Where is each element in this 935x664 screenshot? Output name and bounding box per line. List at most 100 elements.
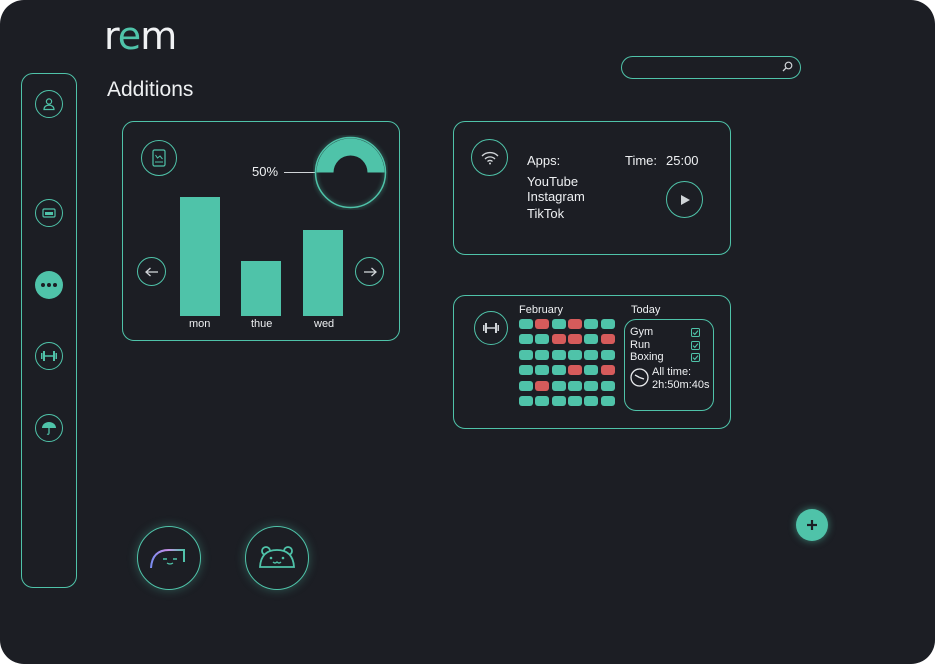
calendar-day-cell[interactable] — [551, 380, 566, 391]
today-item-gym: Gym — [630, 326, 654, 338]
today-label: Today — [631, 304, 661, 316]
previous-button[interactable] — [137, 257, 166, 286]
calendar-day-cell[interactable] — [584, 334, 599, 345]
add-button[interactable] — [796, 509, 828, 541]
time-label: Time: — [625, 153, 658, 168]
calendar-day-cell[interactable] — [567, 365, 582, 376]
calendar-day-cell[interactable] — [600, 365, 615, 376]
play-button[interactable] — [666, 181, 703, 218]
chart-bar-thue — [241, 261, 281, 316]
sidebar-item-card[interactable] — [35, 199, 63, 227]
progress-ring — [314, 136, 387, 209]
calendar-day-cell[interactable] — [551, 319, 566, 329]
page-title: Additions — [107, 78, 194, 101]
search-input[interactable] — [632, 59, 786, 77]
calendar-day-cell[interactable] — [567, 349, 582, 360]
calendar-day-cell[interactable] — [584, 396, 599, 406]
profile-icon — [43, 98, 55, 111]
stats-card: 50% mon thue wed — [122, 121, 400, 341]
progress-percent-label: 50% — [252, 164, 279, 179]
calendar-day-cell[interactable] — [584, 365, 599, 376]
sidebar-item-weather[interactable] — [35, 414, 63, 442]
calendar-day-cell[interactable] — [535, 319, 550, 329]
habit-card: February Today Gym Run Boxing All time: … — [453, 295, 731, 429]
run-checkbox[interactable] — [691, 341, 700, 350]
bar-label-thue: thue — [251, 318, 273, 330]
arrow-right-icon — [363, 267, 377, 276]
chart-bar-mon — [180, 197, 220, 316]
habit-card-icon-button[interactable] — [474, 311, 508, 345]
clock-icon — [630, 368, 649, 387]
sidebar — [21, 73, 77, 588]
calendar-day-cell[interactable] — [535, 365, 550, 376]
play-icon — [680, 194, 690, 205]
calendar-day-cell[interactable] — [600, 334, 615, 345]
sleepy-face-button[interactable] — [137, 526, 201, 590]
app-logo: rem — [104, 14, 177, 58]
calendar-day-cell[interactable] — [535, 396, 550, 406]
calendar-day-cell[interactable] — [567, 319, 582, 329]
sidebar-item-workout[interactable] — [35, 342, 63, 370]
bear-face-button[interactable] — [245, 526, 309, 590]
calendar-day-cell[interactable] — [535, 334, 550, 345]
app-item-youtube: YouTube — [527, 174, 579, 189]
calendar-day-cell[interactable] — [551, 334, 566, 345]
today-item-run: Run — [630, 339, 651, 351]
app-item-tiktok: TikTok — [527, 206, 565, 221]
more-icon — [41, 283, 57, 287]
search-bar[interactable] — [621, 56, 801, 79]
calendar-day-cell[interactable] — [519, 319, 533, 329]
sleepy-face-icon — [150, 549, 185, 569]
habit-calendar-grid — [519, 319, 619, 419]
dumbbell-icon — [41, 351, 57, 361]
calendar-day-cell[interactable] — [535, 349, 550, 360]
time-value: 25:00 — [666, 153, 699, 168]
search-icon[interactable] — [782, 61, 793, 72]
calendar-day-cell[interactable] — [600, 396, 615, 406]
all-time-value: 2h:50m:40s — [652, 379, 710, 391]
progress-ring-fill — [316, 138, 385, 173]
calendar-day-cell[interactable] — [584, 319, 599, 329]
chart-bar-wed — [303, 230, 343, 316]
today-panel: Gym Run Boxing All time: 2h:50m:40s — [624, 319, 714, 411]
calendar-day-cell[interactable] — [551, 349, 566, 360]
bar-label-mon: mon — [189, 318, 211, 330]
apps-card: Apps: YouTube Instagram TikTok Time: 25:… — [453, 121, 731, 255]
dumbbell-icon — [483, 323, 499, 333]
calendar-day-cell[interactable] — [519, 396, 533, 406]
sidebar-item-more[interactable] — [35, 271, 63, 299]
today-item-boxing: Boxing — [630, 351, 664, 363]
arrow-left-icon — [144, 267, 158, 276]
calendar-day-cell[interactable] — [600, 380, 615, 391]
sidebar-item-profile[interactable] — [35, 90, 63, 118]
app-item-instagram: Instagram — [527, 189, 585, 204]
apps-card-icon-button[interactable] — [471, 139, 508, 176]
next-button[interactable] — [355, 257, 384, 286]
calendar-day-cell[interactable] — [567, 396, 582, 406]
umbrella-icon — [42, 422, 56, 435]
wifi-icon — [481, 151, 498, 164]
calendar-day-cell[interactable] — [600, 349, 615, 360]
calendar-day-cell[interactable] — [551, 365, 566, 376]
calendar-day-cell[interactable] — [584, 380, 599, 391]
apps-label: Apps: — [527, 153, 561, 168]
calendar-day-cell[interactable] — [584, 349, 599, 360]
calendar-day-cell[interactable] — [519, 365, 533, 376]
calendar-day-cell[interactable] — [567, 334, 582, 345]
calendar-day-cell[interactable] — [519, 380, 533, 391]
calendar-day-cell[interactable] — [551, 396, 566, 406]
gym-checkbox[interactable] — [691, 328, 700, 337]
phone-chart-icon — [152, 149, 166, 167]
calendar-day-cell[interactable] — [600, 319, 615, 329]
progress-leader-line — [284, 172, 315, 173]
calendar-day-cell[interactable] — [567, 380, 582, 391]
bear-face-icon — [259, 546, 295, 568]
calendar-day-cell[interactable] — [519, 349, 533, 360]
calendar-day-cell[interactable] — [519, 334, 533, 345]
stats-card-icon-button[interactable] — [141, 140, 177, 176]
bar-label-wed: wed — [314, 318, 335, 330]
boxing-checkbox[interactable] — [691, 353, 700, 362]
all-time-label: All time: — [652, 366, 692, 378]
calendar-day-cell[interactable] — [535, 380, 550, 391]
